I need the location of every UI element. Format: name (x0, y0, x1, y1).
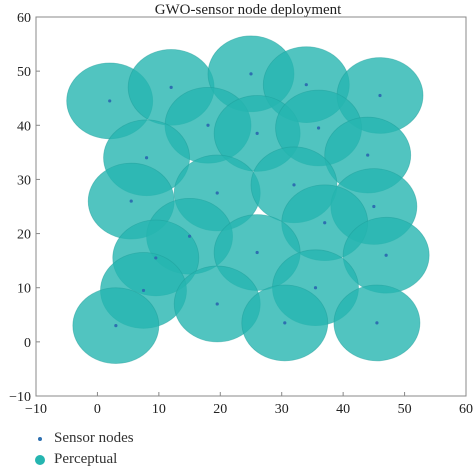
sensor-node-7 (255, 131, 259, 136)
legend-item-perceptual: Perceptual (30, 449, 134, 470)
sensor-node-1 (108, 99, 112, 103)
legend-label-sensor-nodes: Sensor nodes (54, 430, 134, 446)
x-tick-label: −10 (25, 402, 47, 417)
sensor-node-marker-icon (30, 436, 50, 441)
sensor-node-11 (129, 199, 133, 203)
sensor-node-6 (206, 123, 210, 127)
sensor-node-17 (255, 250, 259, 255)
sensor-node-19 (384, 253, 388, 257)
sensor-node-23 (283, 321, 287, 325)
y-tick-label: 40 (17, 119, 31, 134)
coverage-marker-icon (30, 454, 50, 465)
x-tick-label: 30 (275, 402, 289, 417)
y-tick-label: 10 (17, 282, 31, 297)
x-tick-label: 50 (398, 402, 412, 417)
sensor-node-20 (141, 288, 146, 293)
x-tick-label: 10 (152, 402, 166, 417)
plot-frame (35, 16, 467, 397)
tick-layer: −10 0 10 20 30 40 50 60 −10 0 10 20 30 40 50 60 (9, 11, 473, 417)
sensor-node-22 (215, 302, 219, 306)
sensor-node-18 (154, 256, 158, 260)
sensor-node-10 (366, 153, 370, 157)
sensor-node-21 (313, 286, 318, 290)
x-tick-label: 0 (94, 402, 101, 417)
y-tick-label: 0 (24, 336, 31, 351)
x-tick-label: 40 (336, 402, 350, 417)
y-tick-label: 60 (17, 11, 31, 26)
sensor-node-12 (215, 191, 219, 195)
legend-item-sensor-nodes: Sensor nodes (30, 428, 134, 449)
y-tick-label: 30 (17, 173, 31, 188)
sensor-node-9 (144, 156, 149, 160)
chart-title: GWO-sensor node deployment (155, 2, 342, 18)
sensor-node-14 (372, 204, 376, 209)
x-tick-label: 20 (213, 402, 227, 417)
x-tick-label: 60 (459, 402, 473, 417)
sensor-node-3 (249, 72, 253, 76)
sensor-node-5 (378, 93, 382, 98)
y-tick-label: −10 (9, 390, 31, 405)
sensor-node-24 (114, 324, 118, 328)
sensor-node-4 (304, 83, 308, 87)
sensor-node-8 (316, 126, 321, 130)
sensor-node-16 (187, 234, 192, 238)
node-layer (108, 72, 388, 328)
y-tick-label: 50 (17, 65, 31, 80)
coverage-layer (66, 35, 430, 364)
legend-label-perceptual: Perceptual (54, 451, 118, 467)
sensor-node-15 (323, 221, 327, 225)
sensor-node-2 (169, 85, 173, 89)
sensor-node-25 (375, 321, 379, 325)
sensor-node-13 (292, 183, 296, 187)
legend: Sensor nodes Perceptual (30, 428, 134, 470)
y-tick-label: 20 (17, 228, 31, 243)
